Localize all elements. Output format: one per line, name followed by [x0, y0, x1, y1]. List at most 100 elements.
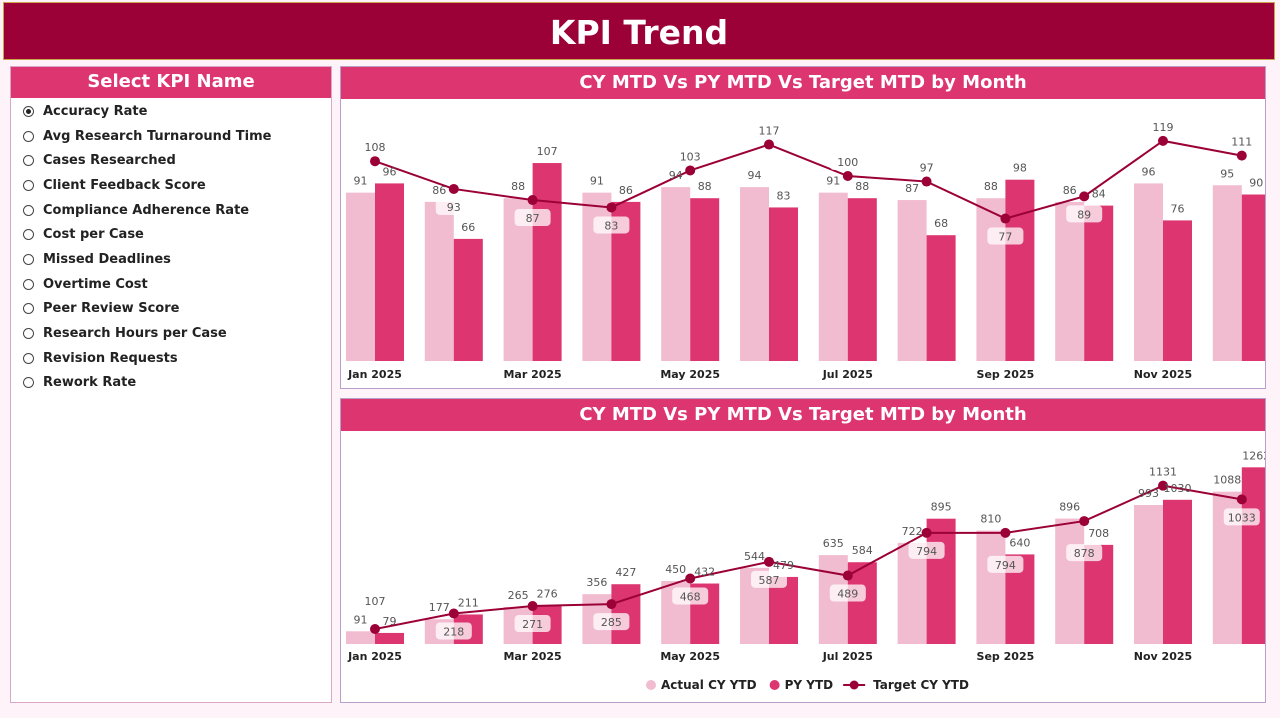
kpi-option[interactable]: Research Hours per Case [11, 321, 331, 346]
actual-data-label: 993 [1138, 487, 1159, 500]
radio-icon[interactable] [23, 278, 34, 290]
kpi-option[interactable]: Overtime Cost [11, 272, 331, 297]
actual-data-label: 265 [508, 589, 529, 602]
target-label-bg [1223, 132, 1260, 150]
actual-bar [897, 542, 927, 644]
py-data-label: 68 [934, 217, 948, 230]
x-tick-label: Nov 2025 [1134, 650, 1192, 663]
radio-icon[interactable] [23, 105, 34, 117]
target-label-bg [1145, 117, 1181, 135]
target-label-bg [435, 622, 472, 640]
x-tick-label: Mar 2025 [503, 368, 561, 381]
x-tick-label: Nov 2025 [1134, 368, 1192, 381]
actual-data-label: 87 [905, 182, 919, 195]
kpi-option[interactable]: Compliance Adherence Rate [11, 198, 331, 223]
target-label-bg [908, 158, 945, 176]
legend-actual-icon [646, 680, 656, 690]
actual-data-label: 88 [511, 180, 525, 193]
target-line [374, 139, 1242, 220]
x-tick-label: Jan 2025 [347, 368, 402, 381]
radio-icon[interactable] [23, 377, 34, 389]
kpi-option[interactable]: Cost per Case [11, 222, 331, 247]
chart-title: CY MTD Vs PY MTD Vs Target MTD by Month [341, 399, 1265, 431]
target-point [685, 573, 696, 584]
actual-data-label: 544 [744, 550, 765, 563]
target-point [842, 171, 853, 181]
legend-label: Actual CY YTD [661, 678, 757, 692]
target-point [764, 139, 774, 150]
actual-bar [1134, 504, 1163, 644]
x-tick-label: Mar 2025 [503, 650, 561, 663]
radio-icon[interactable] [23, 130, 34, 142]
kpi-option-label: Client Feedback Score [43, 177, 206, 193]
mtd-chart: CY MTD Vs PY MTD Vs Target MTD by Month … [340, 66, 1271, 409]
py-bar [1084, 205, 1114, 361]
kpi-option[interactable]: Missed Deadlines [11, 247, 331, 272]
target-point [370, 624, 380, 635]
actual-bar [976, 530, 1006, 644]
py-data-label: 276 [537, 587, 558, 600]
target-data-label: 119 [1153, 121, 1174, 134]
actual-bar [346, 631, 375, 644]
target-label-bg [987, 227, 1024, 245]
actual-bar [1212, 185, 1242, 361]
kpi-slicer: Select KPI Name Accuracy Rate Avg Researc… [10, 66, 332, 703]
x-tick-label: Jul 2025 [822, 650, 873, 663]
actual-bar [1134, 183, 1163, 361]
target-data-label: 1131 [1149, 466, 1177, 479]
kpi-option-label: Missed Deadlines [43, 251, 171, 267]
radio-icon[interactable] [23, 303, 34, 315]
target-point [527, 195, 538, 206]
actual-bar [740, 187, 769, 361]
x-tick-label: Sep 2025 [977, 368, 1035, 381]
target-label-bg [829, 584, 866, 602]
py-bar [769, 207, 798, 361]
radio-icon[interactable] [23, 253, 34, 265]
radio-icon[interactable] [23, 179, 34, 191]
actual-data-label: 810 [980, 513, 1001, 526]
target-data-label: 87 [526, 212, 540, 225]
py-bar [1241, 467, 1271, 644]
ytd-chart: CY MTD Vs PY MTD Vs Target MTD by Month … [340, 398, 1271, 703]
target-data-label: 489 [837, 588, 858, 601]
actual-data-label: 635 [823, 537, 844, 550]
kpi-option[interactable]: Peer Review Score [11, 297, 331, 322]
py-bar [926, 235, 956, 361]
py-bar [1241, 194, 1271, 361]
radio-icon[interactable] [23, 352, 34, 364]
actual-data-label: 86 [432, 184, 446, 197]
target-point [685, 165, 696, 176]
mtd-chart-plot: Jan 2025 Mar 2025 May 2025 Jul 2025 Sep 2025… [346, 117, 1271, 409]
kpi-option-label: Overtime Cost [43, 276, 148, 292]
target-point [842, 570, 853, 581]
py-data-label: 66 [461, 221, 475, 234]
radio-icon[interactable] [23, 155, 34, 167]
target-label-bg [829, 153, 866, 170]
target-point [1236, 494, 1247, 505]
target-label-bg [672, 587, 709, 605]
target-data-label: 103 [680, 150, 701, 163]
py-data-label: 895 [931, 501, 952, 514]
kpi-option[interactable]: Client Feedback Score [11, 173, 331, 198]
kpi-option[interactable]: Avg Research Turnaround Time [11, 124, 331, 149]
target-data-label: 117 [759, 125, 780, 138]
actual-bar [1055, 201, 1085, 361]
kpi-option[interactable]: Cases Researched [11, 148, 331, 173]
py-bar [453, 238, 483, 361]
chart-title: CY MTD Vs PY MTD Vs Target MTD by Month [341, 67, 1265, 99]
radio-icon[interactable] [23, 328, 34, 340]
kpi-option-label: Avg Research Turnaround Time [43, 128, 272, 144]
target-data-label: 218 [443, 625, 464, 638]
target-data-label: 285 [601, 616, 622, 629]
kpi-option[interactable]: Rework Rate [11, 371, 331, 396]
target-label-bg [987, 555, 1024, 573]
target-point [1000, 527, 1011, 538]
radio-icon[interactable] [23, 229, 34, 241]
kpi-option[interactable]: Accuracy Rate [11, 99, 331, 124]
radio-icon[interactable] [23, 204, 34, 216]
actual-data-label: 96 [1142, 165, 1156, 178]
actual-bar [897, 200, 927, 361]
kpi-option-label: Cost per Case [43, 227, 144, 243]
kpi-option[interactable]: Revision Requests [11, 346, 331, 371]
actual-bar [661, 187, 691, 361]
